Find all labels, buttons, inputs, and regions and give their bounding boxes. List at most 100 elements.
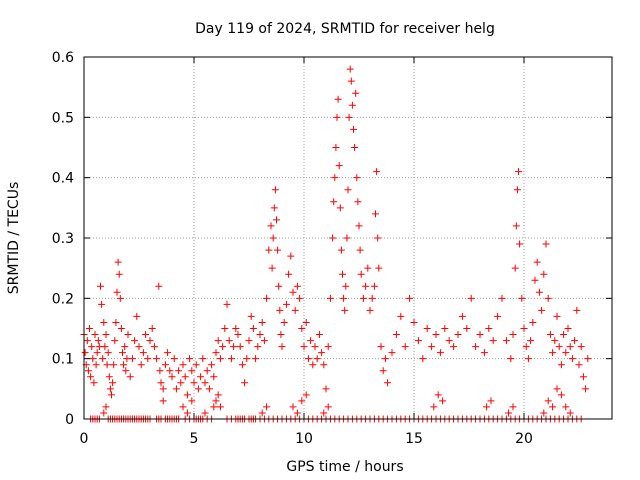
data-point (336, 204, 344, 212)
data-point (311, 343, 319, 351)
data-point (302, 391, 310, 399)
data-point (186, 355, 194, 363)
data-point (273, 216, 280, 224)
data-points (80, 65, 592, 423)
data-point (544, 397, 552, 405)
data-point (289, 288, 297, 296)
data-point (285, 270, 293, 278)
data-point (111, 337, 119, 345)
data-point (298, 397, 306, 405)
data-point (531, 276, 539, 284)
data-point (551, 337, 559, 345)
y-tick-label: 0.6 (52, 50, 74, 66)
data-point (105, 373, 113, 381)
data-point (445, 337, 453, 345)
data-point (159, 385, 167, 393)
data-point (483, 403, 491, 411)
data-point (562, 349, 570, 357)
data-point (342, 282, 350, 290)
data-point (278, 343, 286, 351)
data-point (555, 343, 563, 351)
data-point (339, 270, 346, 278)
data-point (518, 294, 526, 302)
data-point (333, 113, 341, 121)
data-point (122, 367, 130, 375)
data-point (302, 318, 310, 326)
data-point (331, 174, 339, 182)
data-point (90, 379, 98, 387)
data-point (155, 282, 163, 290)
data-point (509, 403, 517, 411)
data-point (291, 306, 299, 314)
data-point (293, 282, 301, 290)
data-point (467, 294, 475, 302)
data-point (430, 403, 438, 411)
data-point (265, 246, 273, 254)
data-point (205, 385, 213, 393)
data-point (232, 325, 240, 332)
data-point (99, 355, 107, 363)
data-point (267, 222, 275, 230)
data-point (397, 312, 405, 320)
data-point (112, 318, 120, 326)
data-point (92, 361, 100, 369)
data-point (270, 204, 278, 212)
data-point (293, 409, 301, 417)
data-point (309, 361, 317, 369)
data-point (263, 294, 271, 302)
data-point (573, 306, 581, 314)
data-point (203, 367, 211, 375)
data-point (540, 270, 548, 278)
data-point (340, 294, 348, 302)
data-point (252, 355, 260, 363)
data-point (210, 403, 218, 411)
data-point (192, 361, 200, 369)
data-point (346, 65, 354, 73)
data-point (379, 367, 387, 375)
data-point (307, 337, 315, 345)
y-tick-label: 0.5 (52, 110, 74, 126)
data-point (181, 373, 189, 381)
y-tick-label: 0.4 (52, 171, 74, 187)
data-point (374, 234, 382, 242)
data-point (520, 325, 528, 332)
data-point (269, 234, 277, 242)
data-point (330, 198, 338, 206)
data-point (423, 325, 431, 332)
data-point (119, 349, 126, 357)
data-point (124, 331, 132, 339)
data-point (584, 355, 592, 363)
data-point (214, 337, 222, 345)
data-point (318, 349, 326, 357)
data-point (436, 349, 444, 357)
data-point (183, 391, 191, 399)
data-point (172, 385, 180, 393)
data-point (98, 300, 106, 308)
data-point (428, 343, 436, 351)
data-point (117, 325, 125, 332)
data-point (298, 325, 306, 332)
data-point (131, 337, 139, 345)
x-tick-label: 20 (515, 431, 533, 447)
data-point (579, 373, 587, 381)
x-tick-label: 10 (295, 431, 313, 447)
data-point (485, 325, 493, 332)
data-point (515, 168, 522, 176)
data-point (81, 349, 89, 357)
data-point (322, 385, 330, 393)
x-axis-label: GPS time / hours (286, 459, 403, 475)
data-point (454, 331, 462, 339)
data-point (190, 379, 198, 387)
data-point (128, 355, 136, 363)
data-point (150, 343, 158, 351)
data-point (353, 174, 361, 182)
data-point (356, 246, 364, 254)
x-tick-label: 0 (80, 431, 89, 447)
data-point (441, 325, 449, 332)
data-point (343, 234, 351, 242)
data-point (553, 385, 561, 393)
data-point (126, 373, 134, 381)
data-point (223, 300, 231, 308)
data-point (97, 282, 104, 290)
data-point (254, 343, 262, 351)
